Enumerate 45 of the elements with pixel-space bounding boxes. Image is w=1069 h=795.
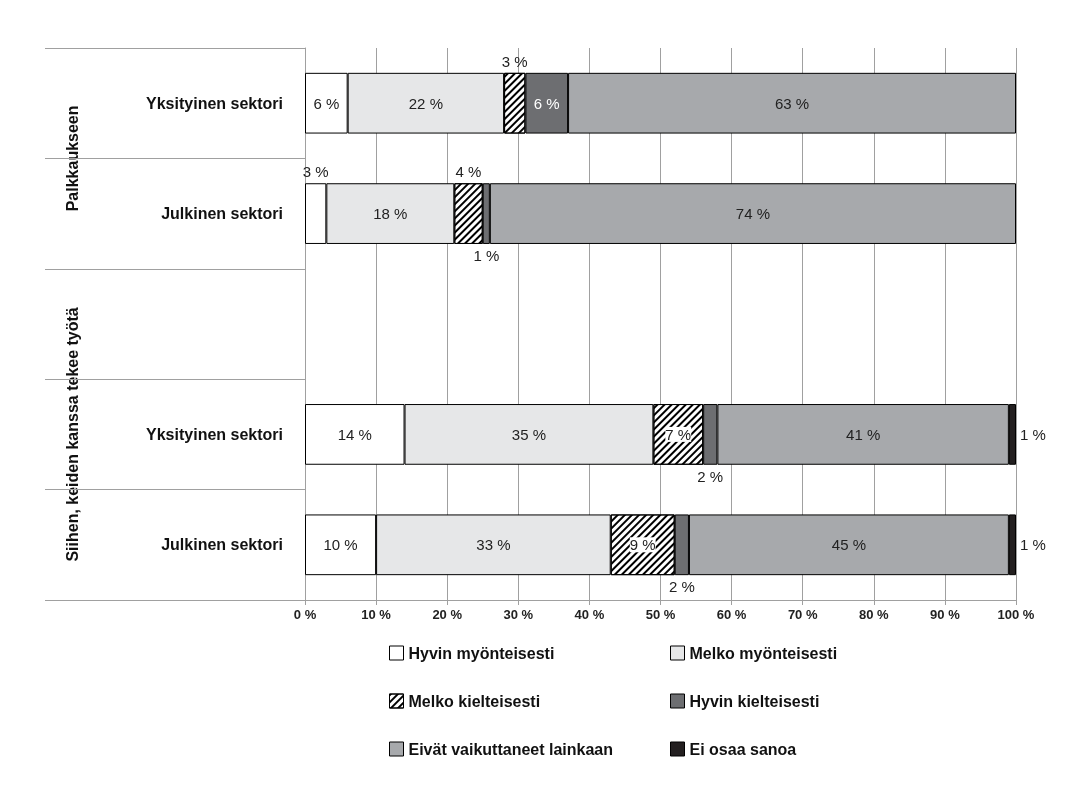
data-label: 2 %: [668, 578, 695, 596]
x-tick-label: 10 %: [361, 607, 392, 622]
legend-label: Ei osaa sanoa: [689, 740, 797, 758]
legend-label: Hyvin kielteisesti: [689, 692, 820, 710]
legend-label: Melko myönteisesti: [689, 644, 838, 662]
data-label: 6 %: [313, 94, 340, 112]
legend-label: Hyvin myönteisesti: [408, 644, 555, 662]
x-tick-label: 0 %: [293, 607, 317, 622]
data-label: 7 %: [665, 425, 692, 443]
data-label: 22 %: [408, 94, 443, 112]
x-tick-label: 90 %: [930, 607, 961, 622]
data-label: 35 %: [511, 425, 547, 443]
data-label: 14 %: [337, 425, 372, 443]
x-tick-label: 40 %: [574, 607, 605, 622]
data-label: 41 %: [846, 425, 881, 443]
x-tick-label: 70 %: [787, 607, 818, 622]
data-label: 63 %: [774, 94, 810, 112]
legend-label: Melko kielteisesti: [408, 692, 541, 710]
data-label: 33 %: [476, 536, 511, 554]
data-label: 6 %: [533, 94, 560, 112]
text: Palkkaukseen: [63, 105, 81, 212]
x-tick-label: 80 %: [858, 607, 890, 622]
y-tick-label: Julkinen sektori: [161, 536, 283, 554]
x-tick-label: 20 %: [432, 607, 463, 622]
data-label: 9 %: [629, 536, 656, 554]
x-tick-label: 60 %: [716, 607, 747, 622]
x-tick-label: 100 %: [997, 607, 1035, 622]
data-label: 10 %: [323, 536, 358, 554]
data-label: 1 %: [1020, 536, 1046, 554]
data-label: 18 %: [373, 205, 408, 223]
data-label: 3 %: [302, 163, 329, 181]
data-label: 2 %: [697, 467, 724, 485]
x-tick-label: 30 %: [503, 607, 534, 622]
x-tick-label: 50 %: [645, 607, 676, 622]
y-tick-label: Julkinen sektori: [161, 205, 283, 223]
data-label: 1 %: [1020, 425, 1046, 443]
text: Siihen, keiden kanssa tekee työtä: [63, 307, 81, 562]
data-label: 3 %: [501, 52, 528, 70]
data-label: 4 %: [455, 163, 482, 181]
legend-label: Eivät vaikuttaneet lainkaan: [408, 740, 614, 758]
data-label: 45 %: [831, 536, 867, 554]
y-tick-label: Yksityinen sektori: [146, 425, 283, 443]
data-label: 74 %: [735, 205, 771, 223]
y-tick-label: Yksityinen sektori: [146, 94, 283, 112]
data-label: 1 %: [473, 246, 500, 264]
